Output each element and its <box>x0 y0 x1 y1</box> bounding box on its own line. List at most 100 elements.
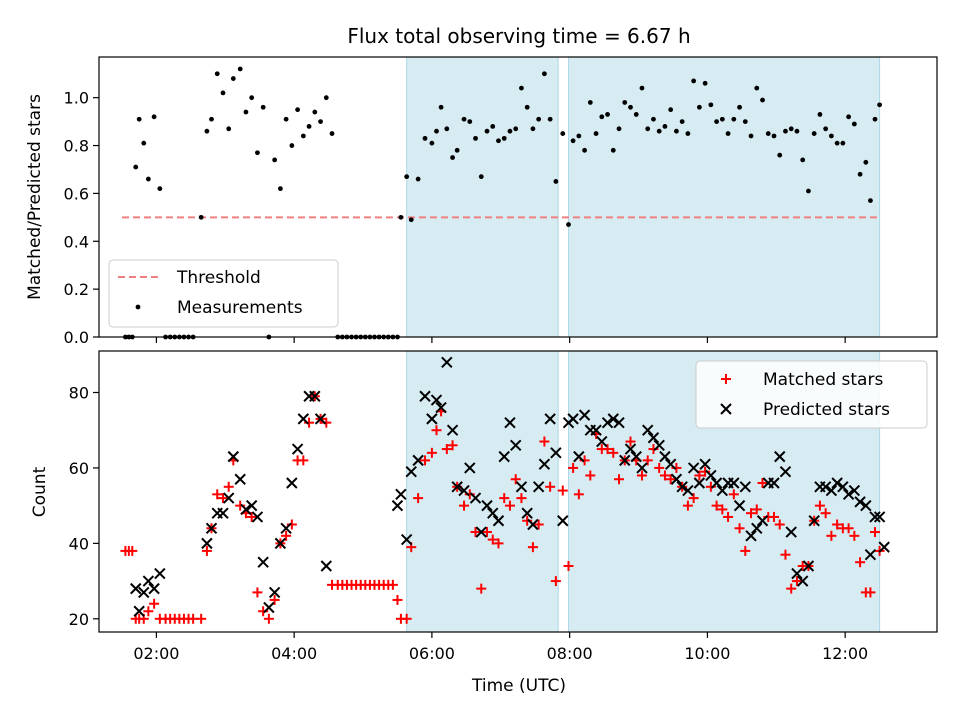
predicted-star-point <box>441 356 453 369</box>
ratio-plot-frame <box>98 56 938 338</box>
measurement-point <box>783 128 788 134</box>
predicted-star-point <box>532 481 545 493</box>
matched-star-point <box>843 523 854 534</box>
measurement-point <box>450 155 455 160</box>
predicted-star-point <box>613 416 625 429</box>
matched-star-point <box>717 504 728 515</box>
measurement-point <box>622 100 628 105</box>
predicted-star-point <box>710 477 723 489</box>
predicted-star-point <box>642 424 654 436</box>
measurement-point <box>220 90 226 96</box>
measurement-point <box>547 116 553 122</box>
matched-star-point <box>625 436 636 447</box>
predicted-star-point <box>647 432 660 444</box>
predicted-star-point <box>451 481 463 493</box>
measurement-point <box>467 119 473 125</box>
matched-star-point <box>252 587 263 598</box>
predicted-star-point <box>808 515 820 527</box>
matched-star-point <box>223 481 234 492</box>
predicted-star-point <box>138 586 150 599</box>
measurement-point <box>230 76 236 81</box>
matched-star-point <box>614 474 625 485</box>
matched-star-point <box>149 598 160 609</box>
predicted-star-point <box>154 567 166 580</box>
measurement-point <box>737 104 742 110</box>
matched-star-point <box>751 504 762 515</box>
matched-star-point <box>636 470 647 481</box>
matched-star-point <box>387 579 398 590</box>
measurements-legend-swatch <box>135 304 141 310</box>
matched-star-point <box>723 511 734 522</box>
predicted-star-point <box>864 548 877 561</box>
predicted-star-point <box>670 473 683 485</box>
measurement-point <box>157 186 163 192</box>
measurement-point <box>599 114 605 120</box>
predicted-star-point <box>435 401 447 414</box>
measurement-point <box>204 128 210 134</box>
measurement-point <box>582 147 587 153</box>
matched-star-point <box>870 527 881 538</box>
measurement-point <box>519 85 524 91</box>
matched-star-point <box>768 511 779 522</box>
measurement-point <box>226 126 232 132</box>
measurement-point <box>398 214 404 220</box>
measurement-point <box>748 133 754 139</box>
measurement-point <box>249 95 255 101</box>
measurement-point <box>771 133 777 139</box>
measurement-point <box>840 140 846 146</box>
count-y-axis-label: Count <box>30 466 50 517</box>
measurement-point <box>496 138 501 144</box>
y-tick-label: 0.8 <box>64 137 89 156</box>
matched-star-point <box>212 489 223 500</box>
measurement-point <box>760 97 765 103</box>
predicted-star-point <box>234 473 246 485</box>
predicted-star-point <box>509 439 522 452</box>
matched-star-point <box>740 545 751 556</box>
measurement-point <box>593 131 599 136</box>
measurement-point <box>542 71 547 77</box>
y-tick-label: 40 <box>69 534 89 553</box>
matched-star-point <box>568 462 579 473</box>
matched-star-point <box>476 583 487 594</box>
predicted-star-point <box>756 515 769 527</box>
measurement-point <box>145 176 151 182</box>
predicted-star-point <box>837 481 849 493</box>
matched-star-point <box>470 527 481 538</box>
matched-star-point <box>516 493 527 504</box>
measurement-point <box>685 131 691 136</box>
measurement-point <box>645 126 651 132</box>
predicted-star-point <box>227 450 240 463</box>
predicted-star-point <box>469 492 482 504</box>
matched-star-point <box>127 545 138 556</box>
matched-star-point <box>413 493 424 504</box>
predicted-legend-label: Predicted stars <box>763 400 890 420</box>
measurement-point <box>863 159 869 165</box>
measurement-point <box>484 128 490 134</box>
matched-star-point <box>602 444 613 455</box>
measurement-point <box>628 104 633 110</box>
x-tick-label: 10:00 <box>684 644 730 663</box>
predicted-star-point <box>297 413 310 425</box>
matched-star-point <box>545 481 556 492</box>
predicted-star-point <box>240 503 252 516</box>
measurement-point <box>429 140 435 146</box>
predicted-star-point <box>739 481 752 493</box>
predicted-star-point <box>774 450 786 463</box>
matched-star-point <box>855 557 866 568</box>
predicted-star-point <box>515 481 528 493</box>
predicted-star-point <box>869 511 881 523</box>
predicted-star-point <box>475 526 487 538</box>
predicted-star-point <box>873 511 886 523</box>
measurement-point <box>283 116 289 122</box>
predicted-star-point <box>280 522 292 534</box>
measurement-point <box>318 119 323 125</box>
predicted-star-point <box>419 390 431 402</box>
predicted-star-point <box>498 450 510 463</box>
predicted-star-point <box>257 556 269 568</box>
matched-star-point <box>539 436 550 447</box>
matched-star-point <box>493 538 504 549</box>
measurement-point <box>312 109 318 115</box>
matched-star-point <box>504 500 515 511</box>
measurement-point <box>616 126 622 132</box>
